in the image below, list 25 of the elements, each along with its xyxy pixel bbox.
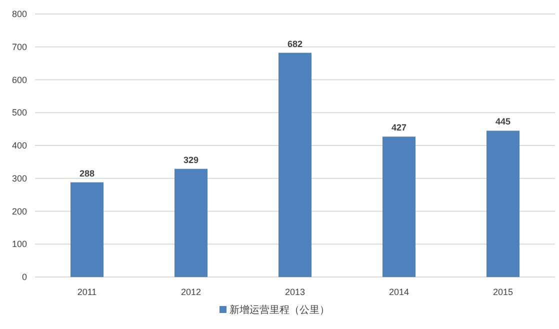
data-label: 445 xyxy=(495,116,511,127)
data-label: 427 xyxy=(391,122,407,133)
data-label: 682 xyxy=(287,38,303,49)
bar xyxy=(174,168,208,277)
y-tick-label: 300 xyxy=(12,173,27,184)
x-tick-label: 2015 xyxy=(492,287,514,297)
y-tick-label: 700 xyxy=(12,42,27,52)
y-tick-label: 800 xyxy=(12,9,27,19)
bar xyxy=(382,136,416,277)
data-label: 329 xyxy=(183,154,199,165)
x-tick-label: 2012 xyxy=(180,287,202,297)
y-tick-label: 400 xyxy=(12,140,27,150)
bar xyxy=(70,182,104,277)
y-tick-label: 600 xyxy=(12,74,27,85)
legend-label: 新增运营里程（公里） xyxy=(230,304,330,316)
x-tick-label: 2013 xyxy=(284,287,306,297)
y-tick-label: 200 xyxy=(12,206,27,216)
bar xyxy=(278,52,312,277)
bar xyxy=(486,130,520,277)
y-tick-label: 0 xyxy=(22,272,27,282)
y-tick-label: 100 xyxy=(12,239,27,250)
x-tick-label: 2014 xyxy=(388,287,410,297)
y-tick-label: 500 xyxy=(12,108,27,118)
data-label: 288 xyxy=(79,168,95,178)
x-tick-label: 2011 xyxy=(77,287,97,297)
